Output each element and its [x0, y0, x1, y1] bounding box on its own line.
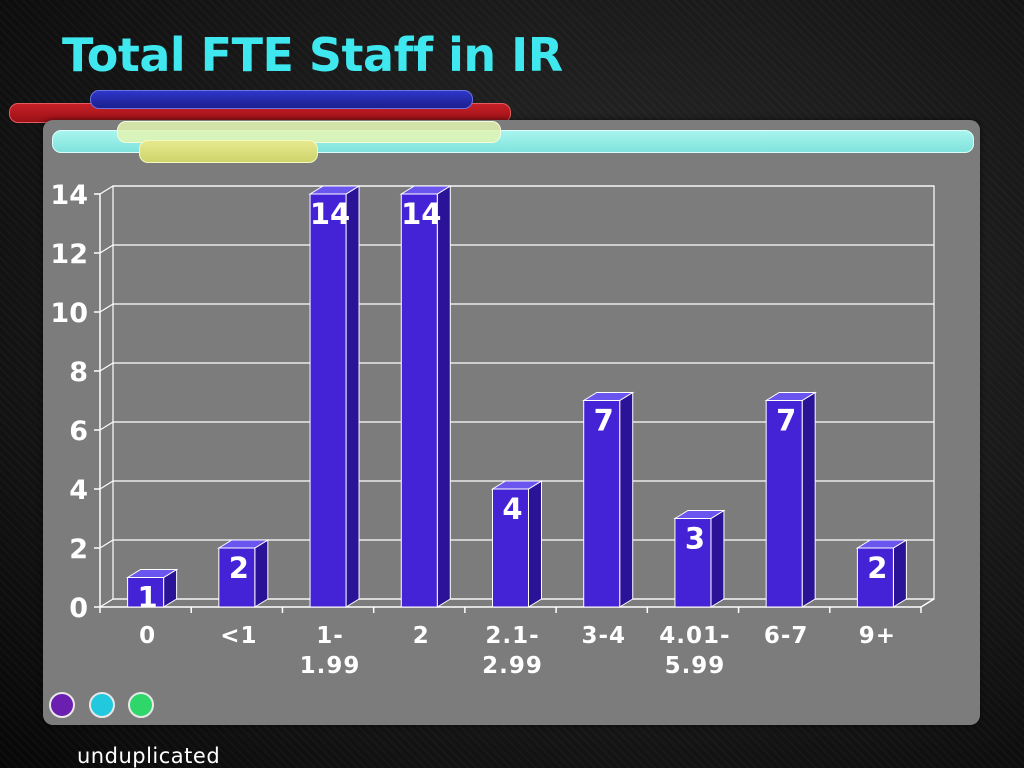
bar	[492, 488, 529, 608]
chart-bars	[125, 185, 909, 608]
gridline-side	[99, 244, 114, 254]
bar-side	[801, 391, 816, 608]
x-tick-label: 1-	[316, 623, 344, 649]
x-tick-label: 6-7	[764, 623, 809, 649]
x-tick-label: 9+	[859, 623, 896, 649]
bar	[765, 400, 803, 608]
y-tick-label: 2	[69, 534, 88, 565]
bar	[674, 518, 712, 608]
y-tick-label: 6	[69, 416, 88, 447]
bar-side	[528, 480, 542, 608]
bar	[309, 193, 347, 608]
chart-labels: 02468101214102<1141-1.9914242.1-2.9973-4…	[50, 180, 896, 679]
data-label: 7	[594, 404, 614, 438]
bar-side	[436, 185, 451, 608]
gridline-side	[99, 303, 114, 313]
bar	[856, 547, 894, 608]
bar	[218, 547, 256, 608]
x-axis-depth	[920, 598, 935, 608]
data-label: 2	[229, 551, 249, 585]
x-tick-label: 1.99	[300, 653, 361, 679]
green-dot-icon	[128, 692, 154, 718]
decorative-blue-bar	[90, 90, 473, 109]
y-tick-label: 12	[50, 239, 88, 270]
gridline-side	[99, 362, 114, 372]
data-label: 14	[310, 197, 350, 231]
x-tick-label: 2.99	[482, 653, 543, 679]
x-tick-label: <1	[220, 623, 257, 649]
bar-side	[345, 185, 360, 608]
x-tick-label: 5.99	[665, 653, 726, 679]
cyan-dot-icon	[89, 692, 115, 718]
x-tick-label: 3-4	[581, 623, 626, 649]
x-tick-label: 2	[413, 623, 430, 649]
gridline-side	[99, 480, 114, 490]
data-label: 1	[138, 581, 158, 615]
bar-side	[892, 539, 907, 608]
purple-dot-icon	[49, 692, 75, 718]
gridline-side	[99, 185, 114, 195]
data-label: 2	[867, 551, 887, 585]
y-tick-label: 14	[50, 180, 88, 211]
gridline-side	[99, 539, 114, 549]
x-tick-label: 0	[139, 623, 156, 649]
y-tick-label: 10	[50, 298, 88, 329]
y-tick-label: 8	[69, 357, 88, 388]
y-tick-label: 0	[69, 593, 88, 624]
footnote: unduplicated	[77, 744, 221, 768]
bar	[583, 400, 621, 608]
bar-side	[710, 509, 725, 608]
data-label: 14	[401, 197, 441, 231]
data-label: 3	[685, 522, 705, 556]
x-tick-label: 2.1-	[485, 623, 539, 649]
gridline-side	[99, 598, 114, 608]
data-label: 4	[502, 492, 522, 526]
x-tick-label: 4.01-	[659, 623, 730, 649]
gridline-side	[99, 421, 114, 431]
bar-side	[254, 539, 269, 608]
decorative-yellow-bar	[139, 140, 318, 163]
slide-title: Total FTE Staff in IR	[62, 28, 563, 82]
bar	[400, 193, 438, 608]
data-label: 7	[776, 404, 796, 438]
bar-side	[619, 391, 634, 608]
bar	[127, 577, 165, 608]
y-tick-label: 4	[69, 475, 88, 506]
